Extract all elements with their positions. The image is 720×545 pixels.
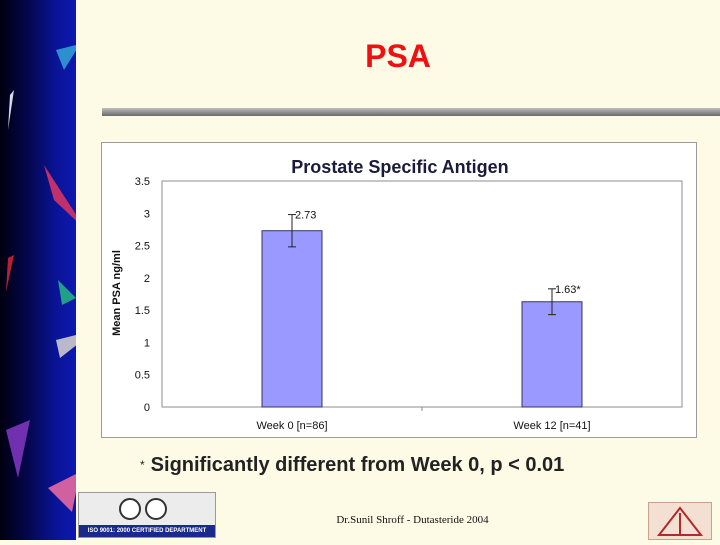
shard-5 bbox=[58, 280, 76, 305]
y-axis-ticks: 0 0.5 1 1.5 2 2.5 3 3.5 bbox=[135, 176, 150, 414]
footnote-text: Significantly different from Week 0, p <… bbox=[150, 454, 565, 476]
y-tick-label: 1.5 bbox=[135, 305, 150, 317]
y-tick-label: 0 bbox=[144, 402, 150, 414]
iso-certification-logo: ISO 9001: 2000 CERTIFIED DEPARTMENT bbox=[78, 492, 216, 538]
data-label: 2.73 bbox=[295, 210, 316, 222]
shard-2 bbox=[8, 90, 14, 130]
shard-3 bbox=[44, 165, 86, 230]
iso-text: ISO 9001: 2000 CERTIFIED DEPARTMENT bbox=[79, 525, 215, 537]
y-axis-label: Mean PSA ng/ml bbox=[111, 250, 123, 336]
y-tick-label: 3 bbox=[144, 208, 150, 220]
author-credit: Dr.Sunil Shroff - Dutasteride 2004 bbox=[336, 514, 489, 526]
chart-frame: Prostate Specific Antigen Mean PSA ng/ml… bbox=[101, 142, 697, 438]
certification-emblem-1 bbox=[119, 498, 141, 520]
corner-logo bbox=[648, 502, 712, 540]
shard-7 bbox=[6, 420, 30, 478]
x-tick-label: Week 12 [n=41] bbox=[513, 420, 590, 432]
y-tick-label: 3.5 bbox=[135, 176, 150, 188]
psa-bar-chart: Prostate Specific Antigen Mean PSA ng/ml… bbox=[111, 157, 683, 432]
certification-emblem-2 bbox=[145, 498, 167, 520]
significance-footnote: * Significantly different from Week 0, p … bbox=[140, 453, 615, 477]
y-tick-label: 0.5 bbox=[135, 370, 150, 382]
footnote-marker: * bbox=[140, 458, 145, 472]
shard-8 bbox=[48, 472, 80, 512]
title-underline-bar bbox=[102, 108, 720, 116]
chart-title: Prostate Specific Antigen bbox=[291, 157, 508, 177]
y-tick-label: 2.5 bbox=[135, 241, 150, 253]
slide-title: PSA bbox=[365, 38, 431, 74]
caduceus-icon bbox=[656, 506, 704, 536]
bar bbox=[521, 301, 583, 408]
shard-1 bbox=[56, 44, 80, 70]
x-axis-ticks: Week 0 [n=86] Week 12 [n=41] bbox=[256, 407, 591, 432]
bar bbox=[261, 230, 323, 408]
bars-group: 2.73 1.63* bbox=[261, 210, 583, 408]
shard-6 bbox=[56, 330, 96, 358]
plot-area bbox=[161, 180, 683, 408]
data-label: 1.63* bbox=[555, 284, 581, 296]
y-tick-label: 2 bbox=[144, 273, 150, 285]
y-tick-label: 1 bbox=[144, 337, 150, 349]
x-tick-label: Week 0 [n=86] bbox=[256, 420, 327, 432]
sidebar-shards-decoration bbox=[6, 44, 96, 512]
shard-4 bbox=[6, 255, 14, 292]
decorative-sidebar bbox=[0, 0, 96, 540]
